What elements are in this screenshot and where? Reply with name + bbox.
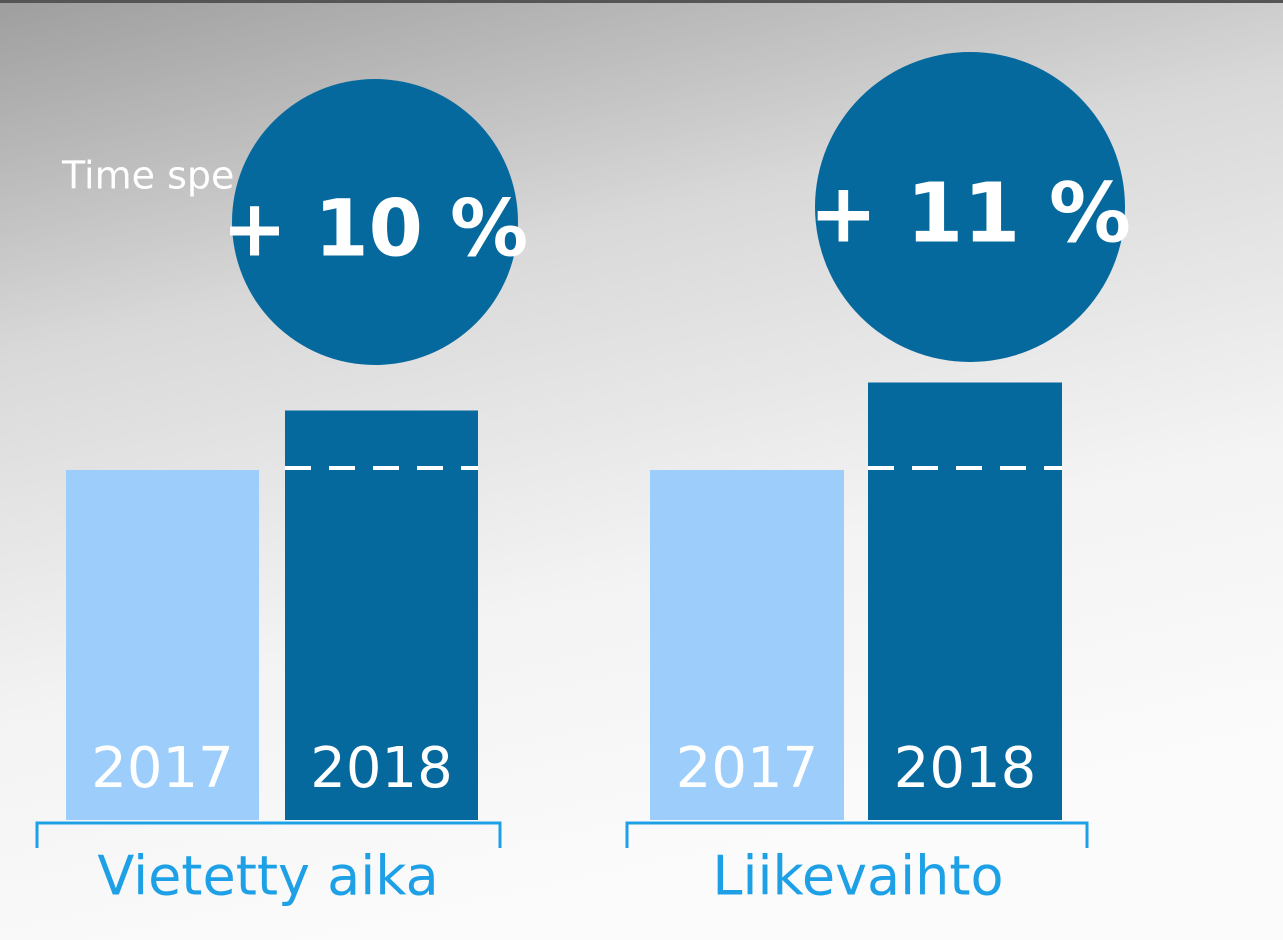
annotation-circle	[232, 79, 518, 365]
annotation: + 11 %	[809, 166, 1131, 261]
bar	[66, 470, 259, 820]
bar	[650, 470, 844, 820]
annotation-circle	[815, 52, 1125, 362]
bar	[285, 410, 478, 820]
top-border	[0, 0, 1283, 3]
year-label: 2017	[676, 736, 819, 801]
bar	[868, 382, 1062, 820]
chart-title: Liikevaihto	[712, 845, 1003, 908]
year-label: 2018	[310, 736, 453, 801]
annotation: + 10 %	[222, 184, 528, 274]
caption: Time spe	[61, 154, 234, 198]
year-label: 2018	[894, 736, 1037, 801]
bracket	[625, 821, 1089, 848]
year-label: 2017	[91, 736, 234, 801]
bracket	[35, 821, 502, 848]
chart-title: Vietetty aika	[97, 845, 438, 908]
